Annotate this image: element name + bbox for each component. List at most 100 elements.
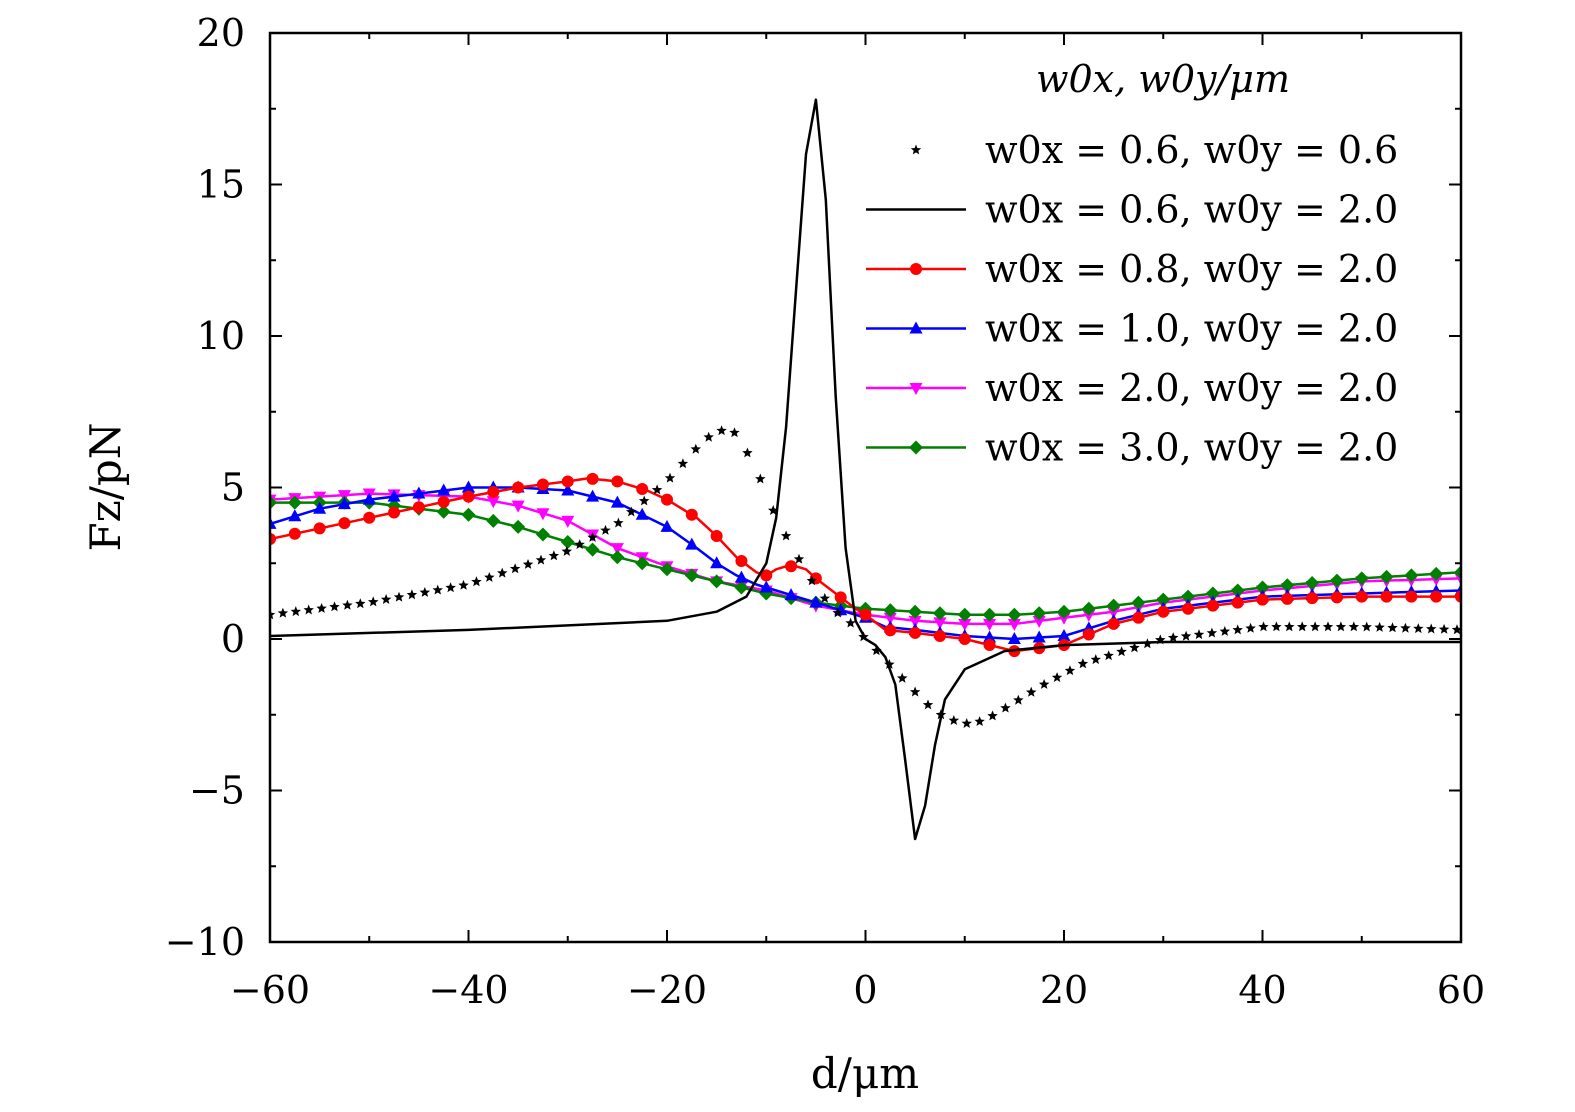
data-point [684,568,699,583]
series-2 [270,98,1461,841]
data-point [1206,627,1218,638]
data-point [1057,612,1071,625]
series-line [270,98,1461,841]
data-point [1387,622,1398,633]
data-point [1256,593,1269,606]
data-point [445,582,456,593]
data-point [1271,621,1282,632]
data-point [1157,605,1170,618]
data-point [664,472,676,483]
data-point [290,606,301,617]
data-point [1429,566,1444,581]
data-point [1032,606,1047,621]
data-point [1193,629,1205,640]
data-point [1245,622,1256,633]
data-point [933,617,947,630]
y-axis-title: Fz/pN [81,422,130,551]
data-point [313,522,326,535]
data-point [832,607,843,618]
y-tick-label: 0 [221,617,245,661]
data-point [497,567,508,578]
data-point [536,478,549,491]
data-point [1081,601,1096,616]
data-point [785,560,798,573]
legend-item: w0x = 0.6, w0y = 2.0 [866,188,1398,232]
legend-swatch-marker [909,321,923,334]
data-point [1180,630,1192,641]
data-point [600,524,611,535]
legend-label: w0x = 0.6, w0y = 0.6 [985,128,1398,172]
data-point [288,509,302,522]
data-point [729,427,740,438]
data-point [432,584,443,595]
data-point [703,431,714,442]
data-point [755,473,766,484]
y-tick-label: −10 [165,920,245,964]
data-point [974,716,985,726]
data-point [1309,621,1321,632]
data-point [437,483,451,496]
data-point [1230,583,1245,598]
y-tick-label: 5 [221,466,245,510]
data-point [380,594,392,604]
data-point [277,607,289,618]
data-point [660,519,674,532]
data-point [709,574,724,589]
x-tick-label: −40 [428,968,508,1012]
legend-label: w0x = 3.0, w0y = 2.0 [985,426,1398,470]
data-point [412,501,425,514]
data-point [961,718,972,728]
data-point [1082,609,1096,622]
data-point [270,609,276,620]
series-line [270,486,1461,641]
legend-swatch-marker [910,144,922,155]
data-point [406,589,418,600]
data-point [1258,621,1269,632]
data-point [784,588,798,601]
ticks-layer: −60 −40 −20 0 20 40 60 −10 −5 0 5 10 15 20 [165,11,1485,1012]
data-point [897,672,908,683]
data-point [1032,630,1046,643]
data-point [987,710,998,721]
data-point [1348,621,1359,632]
data-point [635,556,650,571]
data-point [819,592,830,603]
data-point [883,603,898,618]
data-point [511,519,526,534]
data-point [561,483,575,496]
data-point [1438,623,1450,634]
data-point [363,511,376,524]
data-point [1219,626,1230,636]
data-point [355,598,366,609]
data-point [983,630,997,643]
data-point [638,495,650,506]
data-point [983,639,996,652]
data-point [734,570,748,583]
data-point [871,645,882,656]
data-point [288,527,301,540]
data-point [626,506,637,517]
data-point [419,587,431,597]
legend-swatch-marker [909,440,923,455]
data-point [1400,622,1411,633]
data-point [610,543,624,556]
data-point [270,516,277,529]
data-point [1156,592,1171,607]
x-axis-title: d/μm [811,1049,919,1098]
x-tick-label: 20 [1040,968,1088,1012]
data-point [1064,665,1076,676]
data-point [393,591,405,602]
data-point [1106,598,1121,613]
data-point [1380,590,1393,603]
data-point [768,505,779,515]
data-point [561,515,575,528]
data-point [909,686,921,697]
data-point [1103,650,1114,661]
data-point [1455,590,1461,603]
data-point [610,550,625,565]
data-point [1426,623,1437,634]
data-point [548,550,560,561]
data-point [1297,621,1308,632]
